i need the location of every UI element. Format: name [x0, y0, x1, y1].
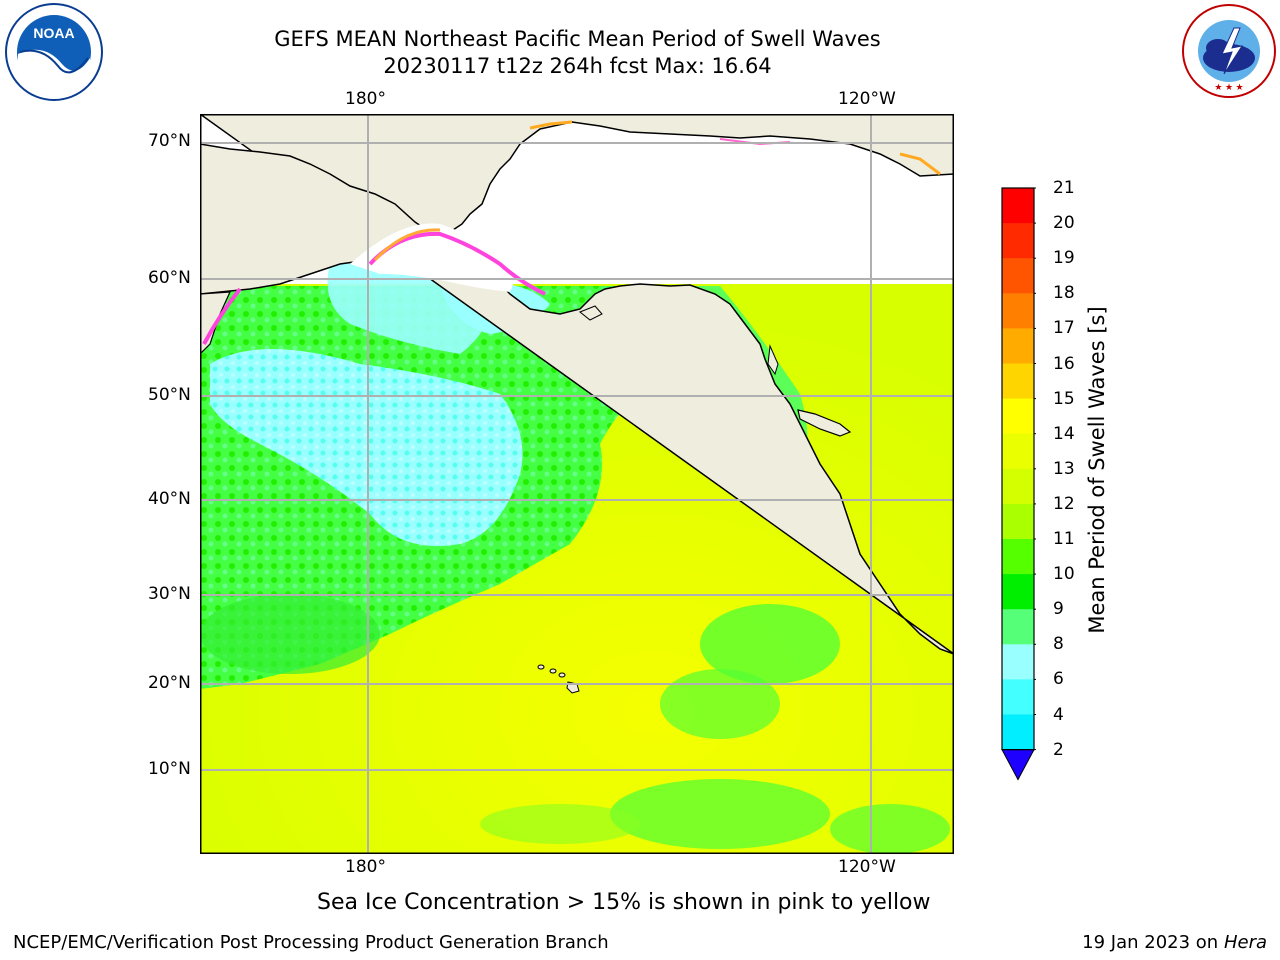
- lon-label-180-bottom: 180°: [345, 857, 386, 877]
- chart-title: GEFS MEAN Northeast Pacific Mean Period …: [274, 27, 881, 51]
- cyan-region: [210, 349, 523, 546]
- colorbar-extend-min: [1001, 749, 1035, 781]
- colorbar-label-16: 16: [1053, 353, 1075, 374]
- colorbar-label-9: 9: [1053, 599, 1064, 620]
- map-frame: [200, 114, 954, 854]
- noaa-logo-icon: NOAA: [4, 2, 104, 102]
- svg-text:★ ★ ★: ★ ★ ★: [1214, 82, 1243, 92]
- colorbar-label-14: 14: [1053, 423, 1075, 444]
- colorbar-label-4: 4: [1053, 704, 1064, 725]
- colorbar-label-11: 11: [1053, 529, 1075, 549]
- noaa-wordmark: NOAA: [33, 25, 74, 41]
- colorbar-label-6: 6: [1053, 669, 1064, 690]
- colorbar-bin-14-15: [1002, 398, 1034, 435]
- colorbar-bin-17-18: [1002, 293, 1034, 329]
- colorbar-bin-6-8: [1002, 644, 1034, 680]
- colorbar-title: Mean Period of Swell Waves [s]: [1085, 306, 1109, 634]
- colorbar-label-18: 18: [1053, 283, 1075, 304]
- lat-label-60n: 60°N: [148, 268, 191, 288]
- lat-label-30n: 30°N: [148, 584, 191, 604]
- lat-label-50n: 50°N: [148, 385, 191, 405]
- nws-logo-icon: ★ ★ ★: [1180, 2, 1278, 100]
- colorbar-bin-10-11: [1002, 539, 1034, 575]
- lon-label-180-top: 180°: [345, 89, 386, 109]
- colorbar-label-12: 12: [1053, 493, 1075, 514]
- colorbar-swatches: [1001, 187, 1036, 781]
- colorbar-tick-labels: 21 20 19 18 17 16 15 14 13 12 11 10 9 8 6 4 2: [1050, 178, 1110, 770]
- chart-subtitle: 20230117 t12z 264h fcst Max: 16.64: [383, 54, 772, 78]
- footer-date-text: 19 Jan 2023 on: [1082, 932, 1224, 953]
- lat-label-70n: 70°N: [148, 131, 191, 151]
- colorbar: [1000, 186, 1036, 786]
- colorbar-label-13: 13: [1053, 458, 1075, 479]
- colorbar-label-2: 2: [1053, 739, 1064, 760]
- colorbar-label-21: 21: [1053, 178, 1075, 198]
- colorbar-label-15: 15: [1053, 388, 1075, 409]
- footer-date: 19 Jan 2023 on Hera: [1082, 932, 1267, 953]
- lat-label-20n: 20°N: [148, 673, 191, 693]
- colorbar-bin-20-21: [1002, 188, 1034, 224]
- footer-credit: NCEP/EMC/Verification Post Processing Pr…: [13, 932, 609, 953]
- colorbar-bin-15-16: [1002, 363, 1034, 400]
- graticule: [200, 114, 954, 854]
- colorbar-bin-19-20: [1002, 223, 1034, 259]
- colorbar-bin-4-6: [1002, 679, 1034, 715]
- footer-host: Hera: [1223, 932, 1267, 953]
- colorbar-label-17: 17: [1053, 318, 1075, 339]
- map-panel: [197, 113, 955, 854]
- lon-label-120w-top: 120°W: [838, 89, 896, 109]
- colorbar-label-8: 8: [1053, 634, 1064, 655]
- lat-label-40n: 40°N: [148, 489, 191, 509]
- colorbar-label-10: 10: [1053, 564, 1075, 585]
- colorbar-bin-12-13: [1002, 468, 1034, 505]
- lat-label-10n: 10°N: [148, 759, 191, 779]
- colorbar-bin-16-17: [1002, 328, 1034, 364]
- colorbar-bin-18-19: [1002, 258, 1034, 294]
- colorbar-bin-8-9: [1002, 609, 1034, 645]
- colorbar-label-20: 20: [1053, 213, 1075, 234]
- colorbar-label-19: 19: [1053, 248, 1075, 269]
- colorbar-bin-9-10: [1002, 574, 1034, 610]
- colorbar-bin-2-4: [1002, 714, 1034, 751]
- colorbar-bin-13-14: [1002, 433, 1034, 470]
- colorbar-bin-11-12: [1002, 503, 1034, 540]
- lon-label-120w-bottom: 120°W: [838, 857, 896, 877]
- sea-ice-note: Sea Ice Concentration > 15% is shown in …: [317, 890, 931, 915]
- swell-period-map: [197, 113, 955, 854]
